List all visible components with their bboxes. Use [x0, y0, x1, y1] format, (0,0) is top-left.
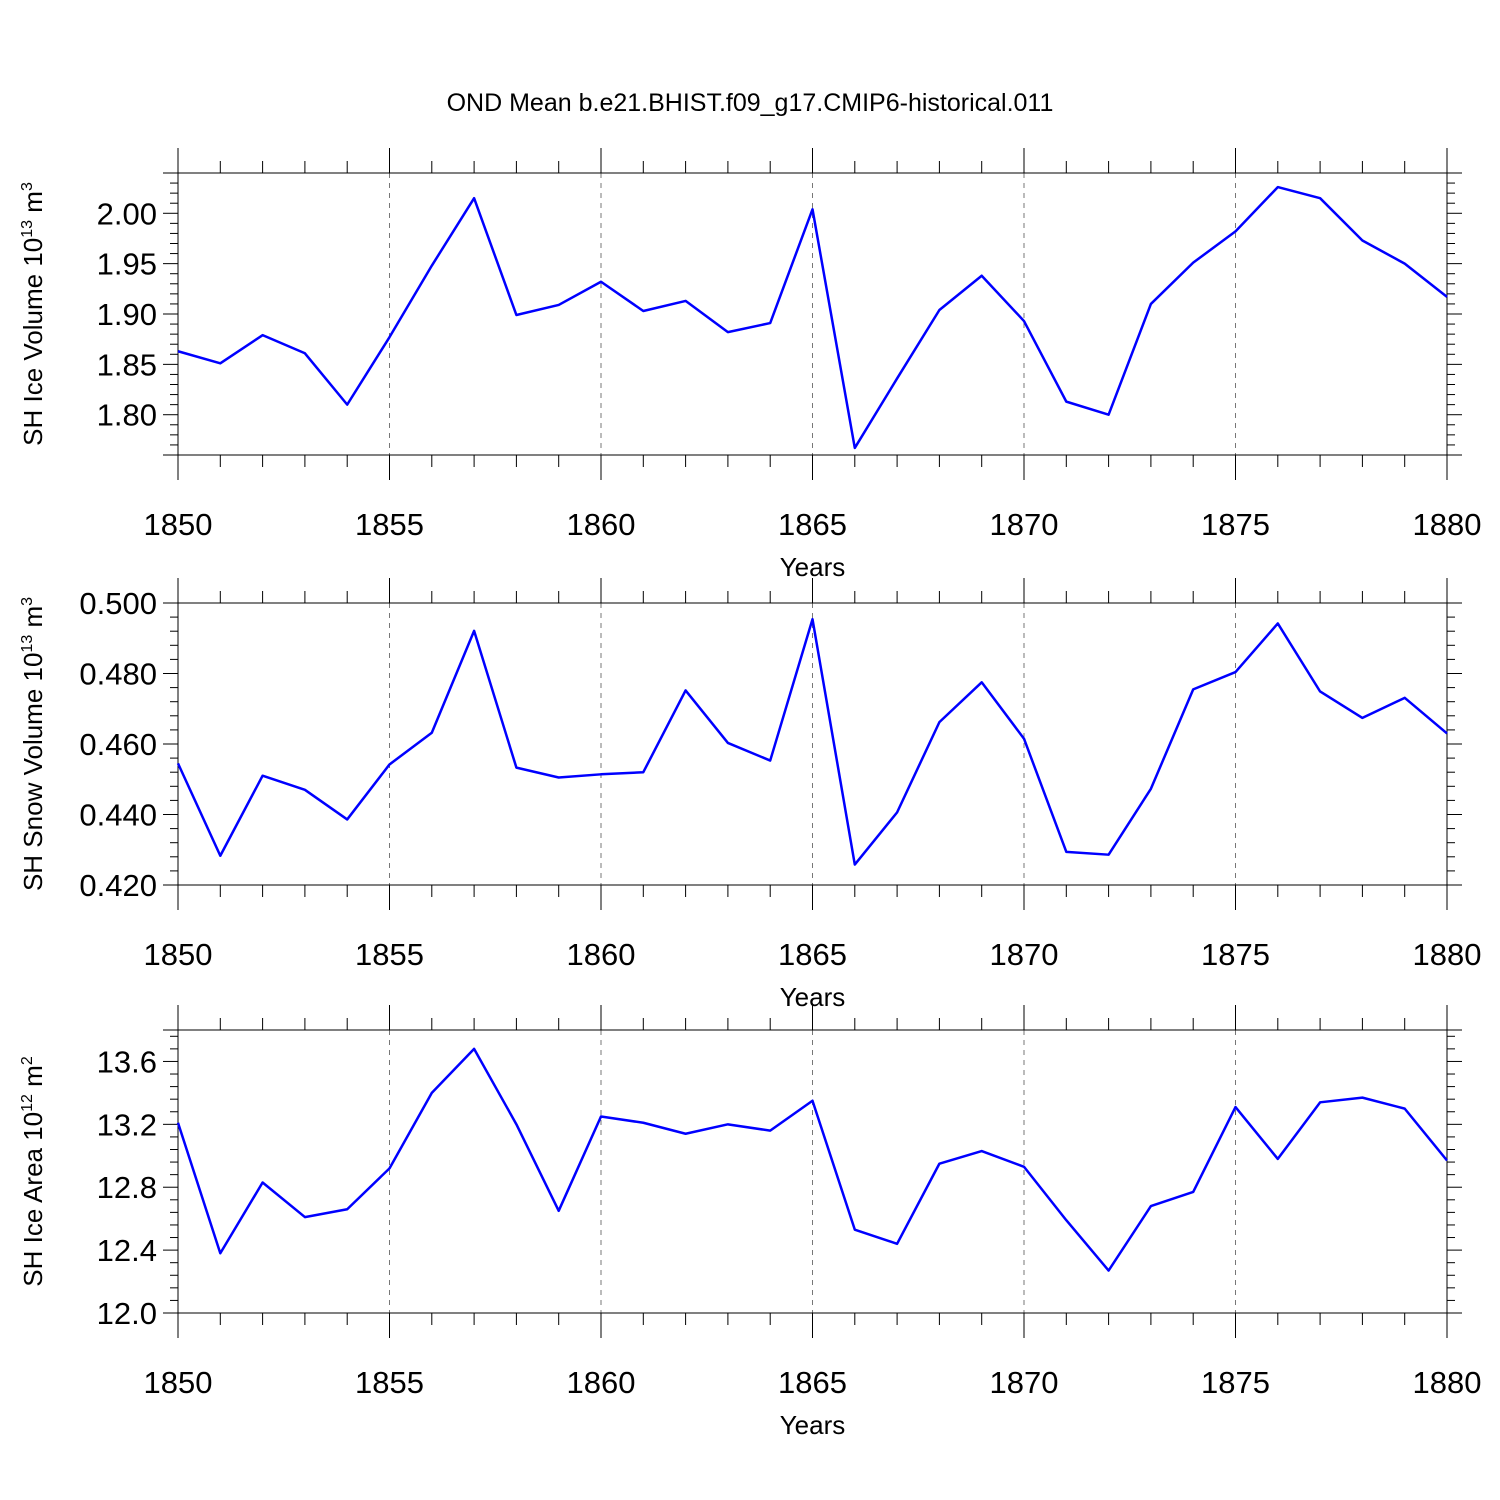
- data-series-line: [177, 185, 1448, 450]
- x-tick-label: 1855: [355, 507, 424, 542]
- x-tick-label: 1850: [144, 1365, 213, 1400]
- x-tick-label: 1860: [567, 507, 636, 542]
- y-tick-label: 13.6: [97, 1044, 157, 1079]
- x-tick-label: 1860: [567, 1365, 636, 1400]
- y-tick-label: 0.440: [79, 798, 157, 833]
- y-axis-title: SH Snow Volume 1013 m3: [18, 597, 48, 891]
- x-tick-label: 1865: [778, 937, 847, 972]
- x-tick-label: 1850: [144, 937, 213, 972]
- x-tick-label: 1850: [144, 507, 213, 542]
- panel-1: 1.80 1.85 1.90 1.95 2.00 1850 1855 1860 1865 1870…: [18, 148, 1481, 582]
- x-tick-label: 1870: [990, 937, 1059, 972]
- x-tick-label: 1880: [1413, 507, 1482, 542]
- x-tick-label: 1865: [778, 1365, 847, 1400]
- x-tick-label: 1875: [1201, 1365, 1270, 1400]
- y-tick-label: 1.85: [97, 347, 157, 382]
- x-tick-label: 1865: [778, 507, 847, 542]
- y-tick-label: 2.00: [97, 196, 157, 231]
- x-tick-label: 1875: [1201, 937, 1270, 972]
- y-tick-label: 12.8: [97, 1170, 157, 1205]
- x-axis-title: Years: [780, 1410, 846, 1440]
- panel-3: 12.0 12.4 12.8 13.2 13.6 1850 1855 1860 1865 1870…: [18, 1005, 1481, 1440]
- y-tick-label: 0.420: [79, 868, 157, 903]
- y-axis-title: SH Ice Volume 1013 m3: [18, 182, 48, 446]
- plot-frame: [177, 602, 1448, 886]
- y-tick-label: 1.80: [97, 398, 157, 433]
- x-tick-label: 1870: [990, 507, 1059, 542]
- x-tick-label: 1870: [990, 1365, 1059, 1400]
- figure-title: OND Mean b.e21.BHIST.f09_g17.CMIP6-histo…: [447, 89, 1054, 117]
- x-tick-label: 1880: [1413, 937, 1482, 972]
- y-tick-label: 1.90: [97, 297, 157, 332]
- plot-frame: [177, 1029, 1448, 1314]
- y-tick-label: 0.460: [79, 727, 157, 762]
- data-series-line: [176, 617, 1448, 866]
- y-tick-label: 1.95: [97, 247, 157, 282]
- x-tick-label: 1855: [355, 937, 424, 972]
- x-axis-title: Years: [780, 552, 846, 582]
- y-tick-label: 12.0: [97, 1296, 157, 1331]
- y-tick-label: 13.2: [97, 1107, 157, 1142]
- x-tick-label: 1860: [567, 937, 636, 972]
- y-tick-label: 0.480: [79, 657, 157, 692]
- panels: 1.80 1.85 1.90 1.95 2.00 1850 1855 1860 1865 1870…: [18, 148, 1481, 1440]
- x-tick-label: 1855: [355, 1365, 424, 1400]
- y-tick-label: 12.4: [97, 1233, 157, 1268]
- y-axis-title: SH Ice Area 1012 m2: [18, 1056, 48, 1287]
- panel-2: 0.420 0.440 0.460 0.480 0.500 1850 1855 1860 186…: [18, 578, 1481, 1012]
- y-tick-label: 0.500: [79, 586, 157, 621]
- x-tick-label: 1880: [1413, 1365, 1482, 1400]
- data-series-line: [176, 1047, 1448, 1272]
- plot-frame: [177, 172, 1448, 456]
- x-tick-label: 1875: [1201, 507, 1270, 542]
